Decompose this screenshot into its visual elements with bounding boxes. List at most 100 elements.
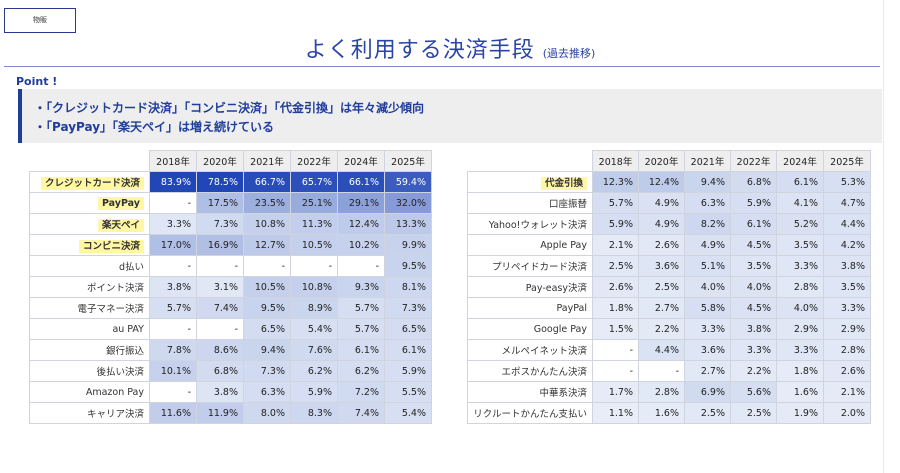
payment-method-label: エポスかんたん決済 [467, 360, 593, 382]
percentage-cell: 6.8% [196, 360, 244, 382]
year-header: 2021年 [684, 150, 731, 172]
percentage-cell: 2.1% [592, 234, 639, 256]
payment-method-label: Pay-easy決済 [467, 276, 593, 298]
percentage-cell: 5.6% [730, 381, 777, 403]
payment-method-name: Apple Pay [540, 239, 587, 251]
point-line-2: ・「PayPay」「楽天ペイ」は増え続けている [34, 120, 275, 134]
percentage-cell: 11.3% [290, 213, 338, 235]
point-line-1: ・「クレジットカード決済」「コンビニ決済」「代金引換」は年々減少傾向 [34, 101, 425, 115]
category-tag: 物販 [4, 8, 76, 33]
percentage-cell: 17.5% [196, 192, 244, 214]
payment-method-name: au PAY [112, 323, 144, 335]
payment-table-right: 2018年 2020年 2021年 2022年 2024年 2025年 代金引換… [467, 150, 871, 424]
percentage-cell: 3.6% [638, 255, 685, 277]
payment-method-name: Yahoo!ウォレット決済 [488, 220, 587, 231]
payment-method-label: Amazon Pay [29, 381, 150, 403]
percentage-cell: 1.6% [638, 402, 685, 424]
percentage-cell: 5.7% [337, 297, 385, 319]
table-row: 電子マネー決済 5.7% 7.4% 9.5% 8.9% 5.7% 7.3% [29, 297, 432, 319]
percentage-cell: 5.9% [592, 213, 639, 235]
payment-method-label: Apple Pay [467, 234, 593, 256]
percentage-cell: 3.8% [730, 318, 777, 340]
percentage-cell: 3.8% [196, 381, 244, 403]
payment-method-label: PayPal [467, 297, 593, 319]
percentage-cell: 3.3% [776, 255, 824, 277]
percentage-cell: 7.4% [337, 402, 385, 424]
table-header-row: 2018年 2020年 2021年 2022年 2024年 2025年 [467, 150, 871, 172]
table-row: 中華系決済 1.7% 2.8% 6.9% 5.6% 1.6% 2.1% [467, 381, 871, 403]
percentage-cell: 5.8% [684, 297, 731, 319]
table-row: 後払い決済 10.1% 6.8% 7.3% 6.2% 6.2% 5.9% [29, 360, 432, 382]
percentage-cell: 6.2% [337, 360, 385, 382]
table-row: PayPal 1.8% 2.7% 5.8% 4.5% 4.0% 3.3% [467, 297, 871, 319]
percentage-cell: - [196, 318, 244, 340]
percentage-cell: 12.4% [638, 171, 685, 193]
percentage-cell: 65.7% [290, 171, 338, 193]
payment-method-label: 中華系決済 [467, 381, 593, 403]
payment-method-label: 後払い決済 [29, 360, 150, 382]
percentage-cell: 8.9% [290, 297, 338, 319]
percentage-cell: 10.5% [243, 276, 291, 298]
payment-method-name: 後払い決済 [96, 367, 144, 378]
table-row: エポスかんたん決済 - -2.7% 2.2% 1.8% 2.6% [467, 360, 871, 382]
percentage-cell: 10.2% [337, 234, 385, 256]
percentage-cell: 3.3% [776, 339, 824, 361]
percentage-cell: 7.2% [337, 381, 385, 403]
payment-method-label: コンビニ決済 [29, 234, 150, 256]
percentage-cell: 11.6% [149, 402, 197, 424]
table-row: コンビニ決済 17.0% 16.9% 12.7% 10.5% 10.2% 9.9% [29, 234, 432, 256]
percentage-cell: 2.6% [592, 276, 639, 298]
percentage-cell: 4.0% [730, 276, 777, 298]
percentage-cell: 7.3% [384, 297, 432, 319]
percentage-cell: 9.4% [684, 171, 731, 193]
year-header: 2022年 [730, 150, 777, 172]
percentage-cell: 2.8% [638, 381, 685, 403]
percentage-cell: 8.6% [196, 339, 244, 361]
percentage-cell: 8.3% [290, 402, 338, 424]
percentage-cell: 4.9% [684, 234, 731, 256]
percentage-cell: 8.0% [243, 402, 291, 424]
percentage-cell: - [290, 255, 338, 277]
payment-method-label: 代金引換 [467, 171, 593, 193]
payment-method-label: d払い [29, 255, 150, 277]
title-divider [4, 66, 880, 67]
percentage-cell: 5.7% [337, 318, 385, 340]
payment-method-name: ポイント決済 [86, 283, 144, 294]
point-label: Point ! [16, 75, 58, 88]
percentage-cell: 78.5% [196, 171, 244, 193]
percentage-cell: 4.5% [730, 297, 777, 319]
percentage-cell: 4.9% [638, 192, 685, 214]
payment-method-label: 電子マネー決済 [29, 297, 150, 319]
percentage-cell: 3.3% [730, 339, 777, 361]
percentage-cell: 3.8% [823, 255, 871, 277]
percentage-cell: 10.8% [290, 276, 338, 298]
payment-method-name: キャリア決済 [86, 409, 144, 420]
percentage-cell: 59.4% [384, 171, 432, 193]
payment-method-label: Google Pay [467, 318, 593, 340]
payment-method-label: 楽天ペイ [29, 213, 150, 235]
header-corner [29, 150, 150, 172]
percentage-cell: 7.4% [196, 297, 244, 319]
percentage-cell: 5.3% [823, 171, 871, 193]
payment-method-name: 中華系決済 [539, 388, 587, 399]
percentage-cell: 3.6% [684, 339, 731, 361]
year-header: 2025年 [823, 150, 871, 172]
percentage-cell: 13.3% [384, 213, 432, 235]
table-row: Amazon Pay -3.8% 6.3% 5.9% 7.2% 5.5% [29, 381, 432, 403]
percentage-cell: 10.5% [290, 234, 338, 256]
percentage-cell: 5.4% [384, 402, 432, 424]
percentage-cell: 2.9% [776, 318, 824, 340]
percentage-cell: 9.5% [384, 255, 432, 277]
payment-method-label: プリペイドカード決済 [467, 255, 593, 277]
payment-method-name: PayPal [556, 302, 587, 314]
percentage-cell: 1.1% [592, 402, 639, 424]
percentage-cell: - [149, 381, 197, 403]
percentage-cell: 11.9% [196, 402, 244, 424]
payment-method-name: プリペイドカード決済 [491, 262, 587, 273]
year-header: 2020年 [196, 150, 244, 172]
percentage-cell: 3.3% [149, 213, 197, 235]
percentage-cell: 6.1% [776, 171, 824, 193]
percentage-cell: 4.0% [684, 276, 731, 298]
percentage-cell: 3.1% [196, 276, 244, 298]
